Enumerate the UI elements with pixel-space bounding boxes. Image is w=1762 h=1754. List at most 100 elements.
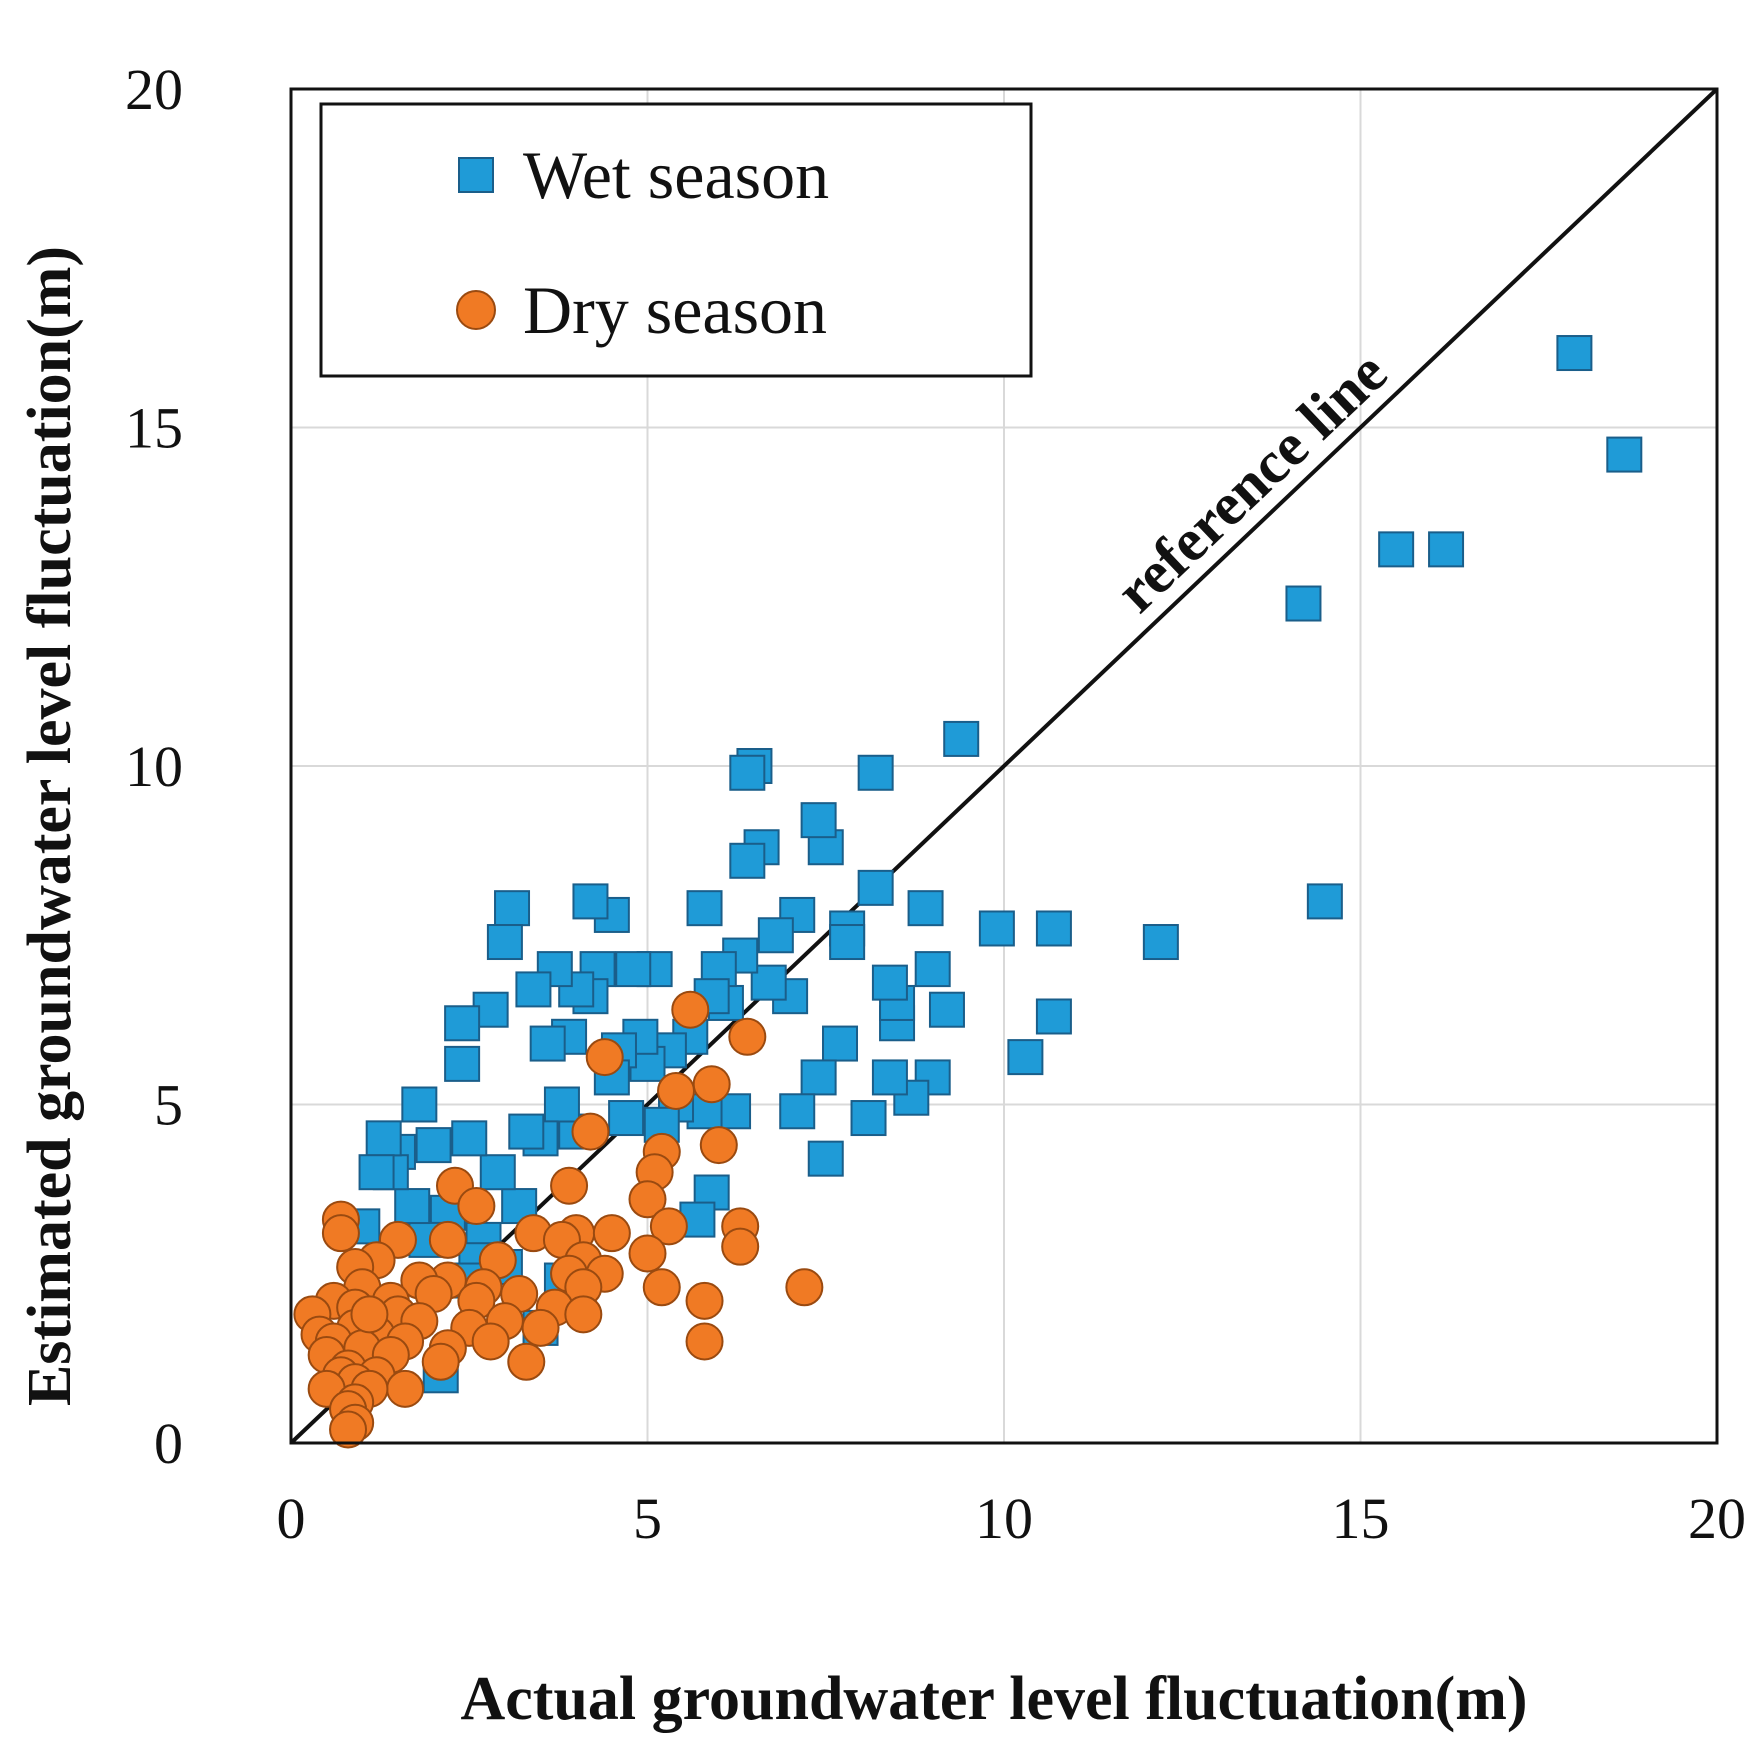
data-points: [293, 335, 1643, 1449]
wet-season-point: [444, 1005, 481, 1042]
dry-season-point: [329, 1410, 368, 1449]
wet-season-point: [1007, 1039, 1044, 1076]
x-axis-title: Actual groundwater level fluctuation(m): [460, 1665, 1527, 1733]
wet-season-point: [543, 1086, 580, 1123]
wet-season-point: [914, 951, 951, 988]
y-tick-labels: 0 5 10 15 20: [125, 57, 183, 1476]
legend-dry-season-label: Dry season: [523, 272, 827, 348]
dry-season-point: [564, 1295, 603, 1334]
wet-season-point: [943, 720, 980, 757]
wet-season-point: [1606, 436, 1643, 473]
dry-season-point: [428, 1220, 467, 1259]
dry-season-point: [571, 1112, 610, 1151]
dry-season-point: [471, 1322, 510, 1361]
wet-season-point: [907, 890, 944, 927]
dry-season-point: [642, 1268, 681, 1307]
wet-season-point: [615, 951, 652, 988]
dry-season-point: [628, 1180, 667, 1219]
wet-season-point: [857, 869, 894, 906]
x-tick-label: 5: [633, 1486, 662, 1551]
wet-season-point: [928, 991, 965, 1028]
y-tick-label: 0: [154, 1411, 183, 1476]
legend-dry-season-marker: [456, 290, 496, 330]
wet-season-point: [822, 1025, 859, 1062]
wet-season-point: [757, 917, 794, 954]
wet-season-point: [871, 964, 908, 1001]
dry-season-point: [550, 1166, 589, 1205]
y-tick-label: 5: [154, 1073, 183, 1138]
wet-season-point: [1306, 883, 1343, 920]
y-axis-title: Estimated groundwater level fluctuation(…: [16, 246, 84, 1406]
wet-season-point: [529, 1025, 566, 1062]
wet-season-point: [686, 890, 723, 927]
y-tick-label: 20: [125, 57, 183, 122]
dry-season-point: [692, 1065, 731, 1104]
dry-season-point: [685, 1322, 724, 1361]
dry-season-point: [628, 1234, 667, 1273]
dry-season-point: [507, 1342, 546, 1381]
wet-season-point: [729, 842, 766, 879]
legend-wet-season-label: Wet season: [523, 137, 829, 213]
dry-season-point: [685, 1281, 724, 1320]
wet-season-point: [494, 890, 531, 927]
dry-season-point: [521, 1308, 560, 1347]
wet-season-point: [850, 1100, 887, 1137]
dry-season-point: [649, 1207, 688, 1246]
wet-season-point: [978, 910, 1015, 947]
dry-season-point: [386, 1369, 425, 1408]
x-tick-label: 20: [1688, 1486, 1746, 1551]
wet-season-point: [1378, 531, 1415, 568]
wet-season-point: [729, 754, 766, 791]
wet-season-point: [365, 1120, 402, 1157]
y-tick-label: 10: [125, 734, 183, 799]
dry-season-point: [421, 1342, 460, 1381]
wet-season-point: [779, 1093, 816, 1130]
wet-season-point: [486, 924, 523, 961]
dry-season-point: [350, 1295, 389, 1334]
x-tick-label: 10: [975, 1486, 1033, 1551]
dry-season-point: [592, 1214, 631, 1253]
wet-season-point: [1428, 531, 1465, 568]
wet-season-point: [479, 1154, 516, 1191]
dry-season-point: [585, 1038, 624, 1077]
dry-season-point: [699, 1126, 738, 1165]
dry-season-point: [671, 990, 710, 1029]
wet-season-point: [807, 1140, 844, 1177]
wet-season-point: [857, 754, 894, 791]
wet-season-point: [415, 1127, 452, 1164]
wet-season-point: [508, 1113, 545, 1150]
wet-season-point: [1035, 998, 1072, 1035]
legend-wet-season-marker: [458, 157, 494, 193]
x-tick-label: 15: [1332, 1486, 1390, 1551]
legend: Wet season Dry season: [319, 102, 1033, 378]
wet-season-point: [1142, 924, 1179, 961]
x-tick-label: 0: [277, 1486, 306, 1551]
dry-season-point: [785, 1268, 824, 1307]
dry-season-point: [728, 1017, 767, 1056]
wet-season-point: [1556, 335, 1593, 372]
wet-season-point: [1285, 585, 1322, 622]
dry-season-point: [657, 1071, 696, 1110]
wet-season-point: [829, 924, 866, 961]
dry-season-point: [321, 1214, 360, 1253]
wet-season-point: [750, 964, 787, 1001]
wet-season-point: [572, 883, 609, 920]
wet-season-point: [1035, 910, 1072, 947]
wet-season-point: [871, 1059, 908, 1096]
wet-season-point: [358, 1154, 395, 1191]
dry-season-point: [721, 1227, 760, 1266]
plot-frame: [289, 87, 1719, 1445]
dry-season-point: [457, 1187, 496, 1226]
wet-season-point: [451, 1120, 488, 1157]
wet-season-point: [608, 1100, 645, 1137]
wet-season-point: [800, 1059, 837, 1096]
wet-season-point: [800, 802, 837, 839]
wet-season-point: [394, 1188, 431, 1225]
wet-season-point: [515, 971, 552, 1008]
wet-season-point: [401, 1086, 438, 1123]
legend-box: [319, 102, 1033, 378]
y-tick-label: 15: [125, 396, 183, 461]
wet-season-point: [444, 1045, 481, 1082]
x-tick-labels: 0 5 10 15 20: [277, 1486, 1747, 1551]
